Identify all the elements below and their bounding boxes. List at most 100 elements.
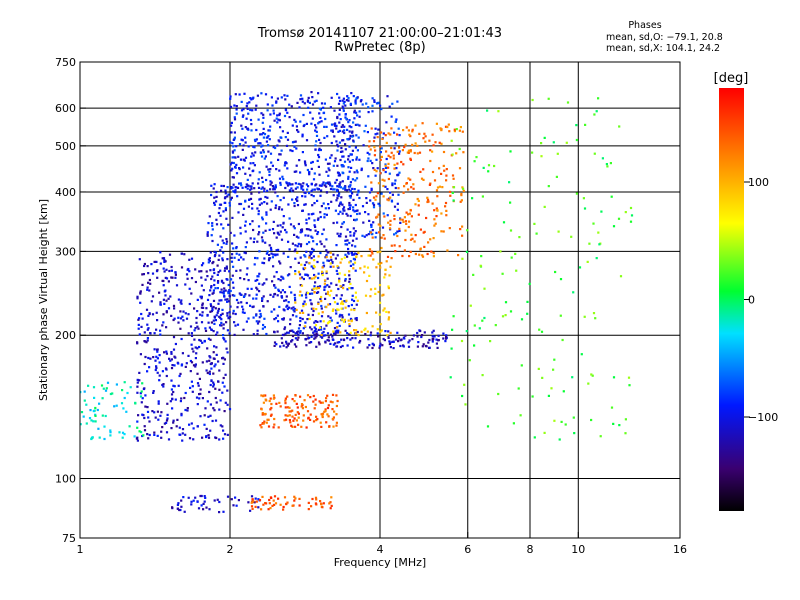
data-point: [293, 140, 296, 143]
data-point: [372, 203, 376, 207]
data-point: [186, 407, 189, 410]
data-point: [196, 298, 199, 301]
data-point: [417, 199, 420, 202]
data-point: [376, 215, 379, 218]
data-point: [299, 183, 302, 186]
data-point: [283, 326, 287, 329]
data-point: [260, 202, 263, 205]
data-point: [357, 136, 360, 139]
data-point: [285, 295, 288, 298]
data-point: [249, 185, 252, 188]
data-point: [348, 170, 351, 173]
data-point: [346, 95, 349, 98]
data-point: [397, 173, 400, 176]
data-point: [297, 336, 300, 339]
data-point: [262, 422, 265, 425]
data-point: [296, 338, 299, 341]
data-point: [188, 437, 192, 440]
data-point: [286, 331, 289, 334]
data-point: [384, 163, 387, 166]
data-point: [147, 272, 150, 275]
data-point: [305, 222, 308, 225]
data-point: [299, 256, 302, 259]
data-point: [319, 116, 322, 119]
data-point: [294, 413, 297, 416]
data-point: [401, 254, 404, 258]
data-point: [314, 148, 317, 151]
data-point: [323, 136, 326, 139]
data-point: [356, 330, 359, 334]
data-point: [315, 308, 318, 311]
data-point: [595, 110, 598, 113]
data-point: [180, 364, 183, 367]
data-point: [282, 215, 285, 218]
data-point: [252, 228, 255, 232]
data-point: [445, 174, 448, 177]
data-point: [166, 413, 169, 416]
data-point: [150, 300, 153, 303]
data-point: [308, 317, 311, 320]
data-point: [416, 197, 419, 201]
data-point: [260, 236, 264, 239]
data-point: [258, 290, 261, 293]
data-point: [134, 401, 137, 404]
data-point: [336, 221, 339, 224]
data-point: [283, 94, 286, 97]
data-point: [263, 187, 266, 190]
data-point: [213, 499, 216, 502]
data-point: [309, 299, 312, 302]
data-point: [201, 314, 204, 317]
data-point: [452, 199, 455, 202]
data-point: [353, 210, 356, 213]
data-point: [347, 305, 350, 308]
data-point: [303, 160, 307, 163]
data-point: [292, 309, 295, 312]
data-point: [171, 397, 174, 400]
data-point: [312, 255, 315, 258]
data-point: [311, 103, 315, 106]
data-point: [279, 262, 282, 265]
data-point: [202, 289, 205, 292]
data-point: [380, 236, 383, 239]
data-point: [151, 295, 155, 298]
data-point: [262, 395, 265, 398]
data-point: [187, 496, 190, 499]
data-point: [354, 146, 357, 149]
data-point: [176, 418, 179, 421]
data-point: [342, 107, 345, 110]
data-point: [153, 348, 156, 351]
data-point: [407, 177, 410, 180]
data-point: [309, 111, 312, 114]
data-point: [309, 396, 312, 399]
data-point: [222, 362, 225, 365]
data-point: [157, 400, 160, 403]
data-point: [299, 330, 302, 333]
data-point: [365, 234, 368, 237]
data-point: [381, 178, 384, 181]
data-point: [224, 189, 227, 192]
data-point: [358, 196, 361, 200]
data-point: [180, 266, 184, 269]
data-point: [515, 269, 518, 272]
data-point: [343, 131, 346, 135]
data-point: [339, 313, 342, 316]
data-point: [344, 116, 347, 119]
data-point: [200, 284, 203, 287]
data-point: [304, 273, 307, 276]
data-point: [302, 419, 305, 422]
data-point: [347, 319, 350, 322]
data-point: [178, 508, 181, 512]
data-point: [277, 426, 280, 429]
data-point: [394, 120, 397, 123]
data-point: [205, 506, 208, 509]
data-point: [214, 363, 217, 366]
data-point: [300, 425, 303, 428]
data-point: [269, 188, 272, 191]
data-point: [265, 332, 268, 336]
data-point: [282, 252, 285, 255]
data-point: [375, 102, 379, 105]
data-point: [445, 335, 448, 338]
data-point: [207, 415, 210, 418]
data-point: [294, 187, 297, 190]
data-point: [363, 271, 366, 274]
